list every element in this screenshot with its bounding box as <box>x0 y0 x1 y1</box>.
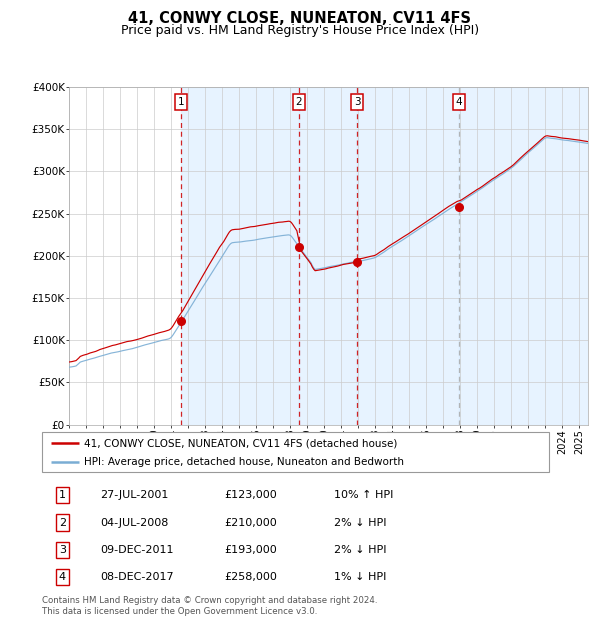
Text: 3: 3 <box>59 545 66 555</box>
Text: £123,000: £123,000 <box>224 490 277 500</box>
Bar <box>459 87 588 425</box>
Text: HPI: Average price, detached house, Nuneaton and Bedworth: HPI: Average price, detached house, Nune… <box>83 458 404 467</box>
Text: 2: 2 <box>59 518 66 528</box>
Text: £210,000: £210,000 <box>224 518 277 528</box>
Text: 4: 4 <box>456 97 463 107</box>
Text: Contains HM Land Registry data © Crown copyright and database right 2024.
This d: Contains HM Land Registry data © Crown c… <box>42 596 377 616</box>
Text: £193,000: £193,000 <box>224 545 277 555</box>
Text: 41, CONWY CLOSE, NUNEATON, CV11 4FS: 41, CONWY CLOSE, NUNEATON, CV11 4FS <box>128 11 472 25</box>
Text: £258,000: £258,000 <box>224 572 277 582</box>
Bar <box>357 87 459 425</box>
Text: 1: 1 <box>178 97 184 107</box>
Text: 1: 1 <box>59 490 66 500</box>
Text: Price paid vs. HM Land Registry's House Price Index (HPI): Price paid vs. HM Land Registry's House … <box>121 24 479 37</box>
Text: 41, CONWY CLOSE, NUNEATON, CV11 4FS (detached house): 41, CONWY CLOSE, NUNEATON, CV11 4FS (det… <box>83 438 397 448</box>
Text: 10% ↑ HPI: 10% ↑ HPI <box>334 490 393 500</box>
Bar <box>181 87 299 425</box>
Text: 09-DEC-2011: 09-DEC-2011 <box>100 545 174 555</box>
Text: 04-JUL-2008: 04-JUL-2008 <box>100 518 169 528</box>
Bar <box>299 87 357 425</box>
Text: 3: 3 <box>354 97 361 107</box>
Text: 2% ↓ HPI: 2% ↓ HPI <box>334 518 386 528</box>
Text: 27-JUL-2001: 27-JUL-2001 <box>100 490 169 500</box>
Text: 2% ↓ HPI: 2% ↓ HPI <box>334 545 386 555</box>
Text: 08-DEC-2017: 08-DEC-2017 <box>100 572 174 582</box>
Text: 2: 2 <box>296 97 302 107</box>
Text: 4: 4 <box>59 572 66 582</box>
Text: 1% ↓ HPI: 1% ↓ HPI <box>334 572 386 582</box>
